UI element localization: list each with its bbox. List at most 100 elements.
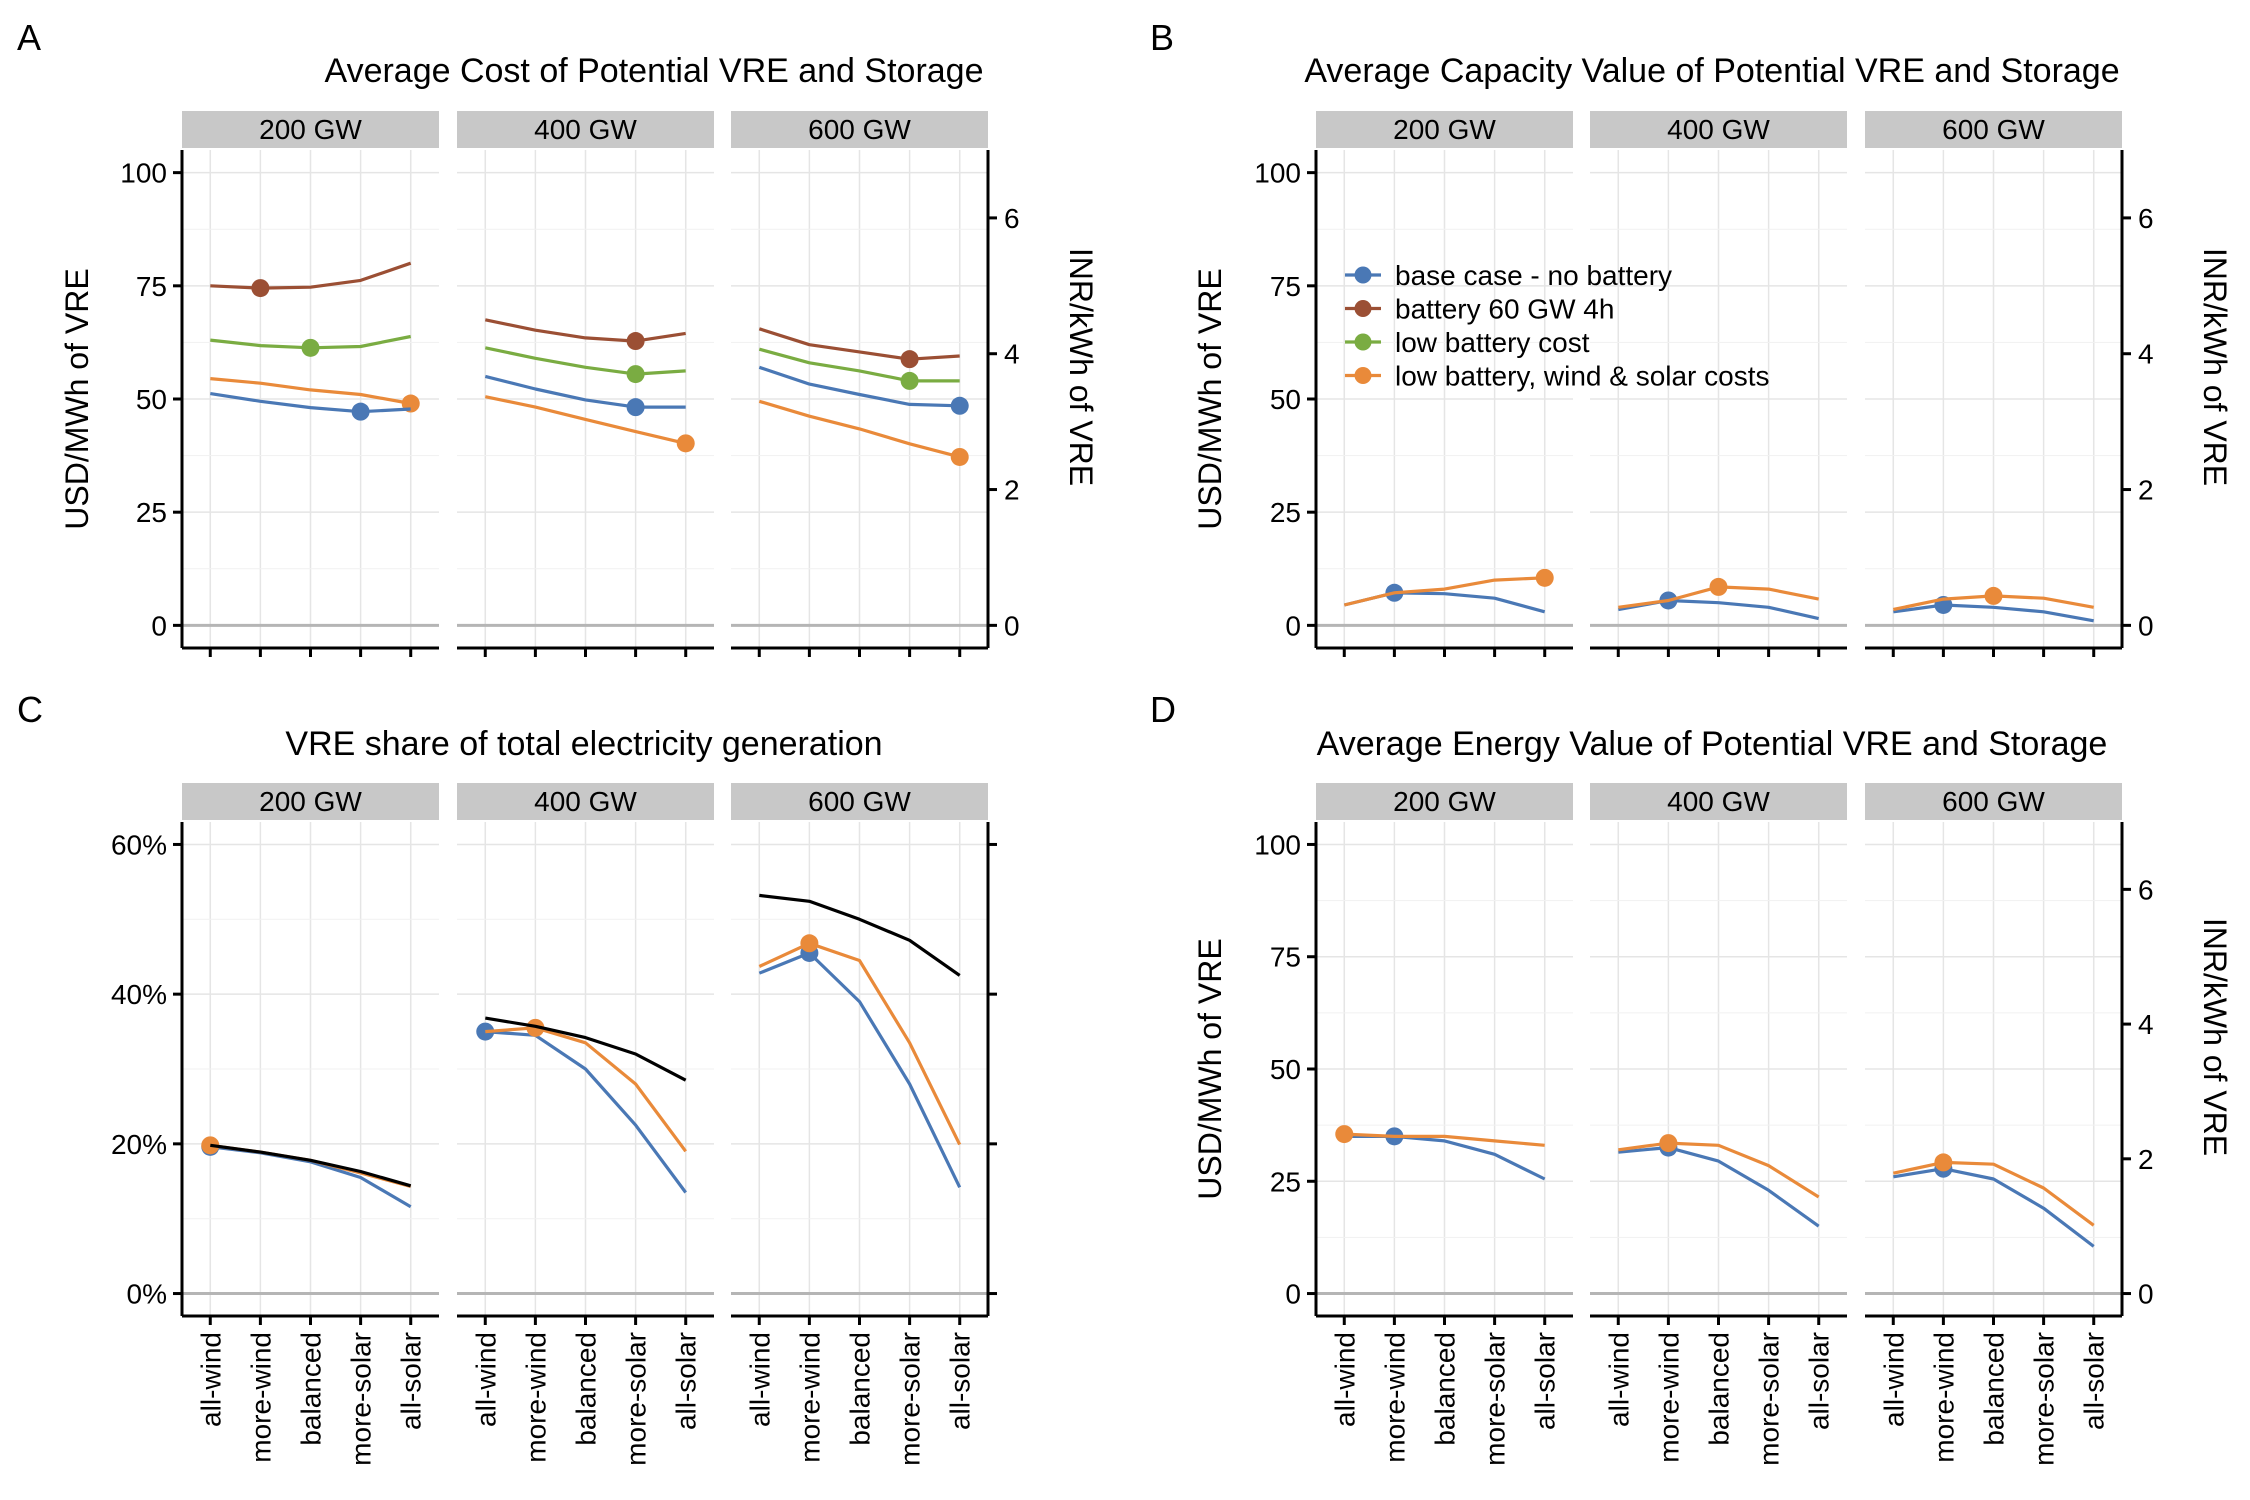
series-line-total bbox=[210, 1143, 412, 1188]
panel-label: C bbox=[17, 689, 43, 730]
chart-title: Average Cost of Potential VRE and Storag… bbox=[325, 52, 984, 90]
facet-0: 200 GW all-wind more-wind balanced more-sola… bbox=[182, 783, 439, 1466]
x-tick-label: balanced bbox=[1430, 1332, 1461, 1446]
series-line-low-battery-wind-solar-costs bbox=[210, 377, 411, 406]
series-line-low-battery-wind-solar-costs bbox=[1618, 1141, 1820, 1199]
y-tick-label: 75 bbox=[136, 271, 167, 302]
data-point bbox=[351, 402, 370, 421]
x-tick-label: balanced bbox=[1979, 1332, 2010, 1446]
chart-title: Average Energy Value of Potential VRE an… bbox=[1317, 725, 2108, 763]
y-tick-label: 75 bbox=[1270, 271, 1301, 302]
y2-axis-title: INR/kWh of VRE bbox=[1063, 248, 1099, 486]
y-tick-label: 0% bbox=[127, 1279, 167, 1310]
x-tick-label: all-solar bbox=[396, 1332, 427, 1430]
panel-d: D Average Energy Value of Potential VRE a… bbox=[1150, 689, 2233, 1466]
y-axis-title: USD/MWh of VRE bbox=[1192, 268, 1228, 529]
y-tick-label: 25 bbox=[1270, 1166, 1301, 1197]
y-tick-label: 60% bbox=[111, 829, 167, 860]
x-tick-label: all-solar bbox=[671, 1332, 702, 1430]
data-point bbox=[626, 398, 645, 417]
y2-tick-label: 0 bbox=[2138, 610, 2154, 641]
facet-1: 400 GW all-wind more-wind balanced more-sola… bbox=[1590, 783, 1847, 1466]
data-point bbox=[676, 434, 695, 453]
y-tick-label: 100 bbox=[120, 158, 167, 189]
facet-label: 600 GW bbox=[1942, 786, 2045, 817]
facet-label: 600 GW bbox=[808, 786, 911, 817]
series-line-battery-60-gw-4h bbox=[758, 327, 960, 361]
facet-strip bbox=[1590, 783, 1847, 820]
series-line-total bbox=[485, 1016, 687, 1082]
x-tick-label: more-wind bbox=[1379, 1332, 1410, 1463]
facet-1: 400 GW bbox=[457, 111, 714, 657]
panel-label: B bbox=[1150, 17, 1174, 58]
x-tick-label: more-wind bbox=[794, 1332, 825, 1463]
facet-1: 400 GW all-wind more-wind balanced more-sola… bbox=[457, 783, 714, 1466]
x-tick-label: all-solar bbox=[1804, 1332, 1835, 1430]
legend-marker bbox=[1354, 266, 1372, 284]
series-line-base-case-no-battery bbox=[758, 951, 962, 1188]
data-point bbox=[1535, 568, 1554, 587]
series-line-base-case-no-battery bbox=[1893, 603, 2094, 623]
x-tick-label: all-wind bbox=[470, 1332, 501, 1427]
data-point bbox=[1659, 1134, 1678, 1153]
facet-label: 400 GW bbox=[1667, 786, 1770, 817]
y-tick-label: 50 bbox=[1270, 384, 1301, 415]
facet-strip bbox=[457, 783, 714, 820]
y-tick-label: 0 bbox=[1285, 610, 1301, 641]
series-line-low-battery-wind-solar-costs bbox=[758, 399, 961, 459]
y2-tick-label: 6 bbox=[1004, 203, 1020, 234]
data-point bbox=[251, 279, 270, 298]
data-point bbox=[950, 396, 969, 415]
legend-marker bbox=[1354, 300, 1372, 317]
x-tick-label: all-wind bbox=[744, 1332, 775, 1427]
facet-label: 200 GW bbox=[259, 114, 362, 145]
series-line-base-case-no-battery bbox=[484, 374, 686, 409]
facet-label: 400 GW bbox=[1667, 114, 1770, 145]
facet-strip bbox=[1865, 111, 2122, 148]
series-line-low-battery-cost bbox=[758, 347, 960, 383]
facet-strip bbox=[182, 783, 439, 820]
series-line-low-battery-wind-solar-costs bbox=[1344, 1132, 1545, 1147]
data-point bbox=[1335, 1125, 1354, 1144]
y-tick-label: 25 bbox=[136, 497, 167, 528]
y2-tick-label: 6 bbox=[2138, 203, 2154, 234]
series-line-base-case-no-battery bbox=[1893, 1167, 2095, 1248]
y-tick-label: 50 bbox=[136, 384, 167, 415]
legend-entry: base case - no battery bbox=[1345, 260, 1672, 291]
facet-label: 600 GW bbox=[808, 114, 911, 145]
chart-title: VRE share of total electricity generatio… bbox=[285, 725, 882, 763]
data-point bbox=[301, 338, 320, 357]
series-line-base-case-no-battery bbox=[210, 392, 411, 414]
data-point bbox=[1709, 577, 1728, 596]
facet-label: 600 GW bbox=[1942, 114, 2045, 145]
y2-tick-label: 2 bbox=[1004, 475, 1020, 506]
series-line-base-case-no-battery bbox=[758, 365, 960, 408]
x-tick-label: balanced bbox=[845, 1332, 876, 1446]
y2-axis-title: INR/kWh of VRE bbox=[2197, 248, 2233, 486]
x-tick-label: more-wind bbox=[1928, 1332, 1959, 1463]
facet-strip bbox=[731, 111, 988, 148]
data-point bbox=[800, 934, 819, 953]
facet-0: 200 GW bbox=[1316, 111, 1573, 657]
x-tick-label: all-solar bbox=[2079, 1332, 2110, 1430]
series-line-low-battery-wind-solar-costs bbox=[485, 1026, 687, 1153]
series-line-low-battery-wind-solar-costs bbox=[1892, 1160, 2095, 1227]
x-tick-label: more-solar bbox=[1480, 1332, 1511, 1466]
y2-tick-label: 2 bbox=[2138, 1144, 2154, 1175]
facet-0: 200 GW bbox=[182, 111, 439, 657]
legend-label: low battery cost bbox=[1395, 327, 1590, 358]
legend-label: base case - no battery bbox=[1395, 260, 1672, 291]
y2-tick-label: 4 bbox=[2138, 1009, 2154, 1040]
y-axis-title: USD/MWh of VRE bbox=[59, 268, 95, 529]
y-tick-label: 0 bbox=[151, 610, 167, 641]
panel-c: C VRE share of total electricity generati… bbox=[17, 689, 997, 1466]
facet-label: 200 GW bbox=[259, 786, 362, 817]
x-tick-label: all-solar bbox=[945, 1332, 976, 1430]
facet-strip bbox=[457, 111, 714, 148]
data-point bbox=[1984, 586, 2003, 605]
data-point bbox=[900, 350, 919, 369]
facet-strip bbox=[1316, 111, 1573, 148]
series-line-low-battery-wind-solar-costs bbox=[1343, 576, 1545, 607]
